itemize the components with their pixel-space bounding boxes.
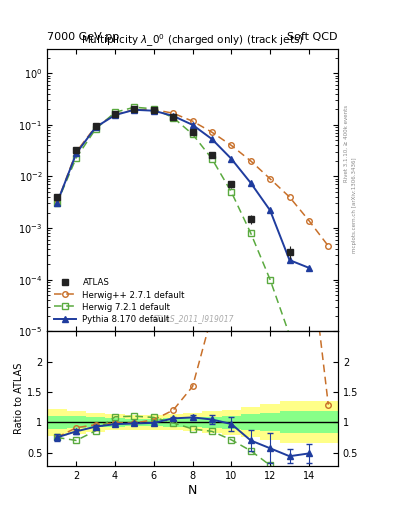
Line: Herwig++ 2.7.1 default: Herwig++ 2.7.1 default	[57, 110, 328, 246]
Herwig++ 2.7.1 default	[326, 243, 331, 249]
Herwig++ 2.7.1 default	[268, 176, 272, 182]
Text: mcplots.cern.ch [arXiv:1306.3436]: mcplots.cern.ch [arXiv:1306.3436]	[352, 157, 357, 252]
Pythia 8.170 default	[229, 156, 234, 162]
Pythia 8.170 default	[307, 265, 311, 271]
Herwig 7.2.1 default	[171, 115, 176, 121]
Text: ATLAS_2011_I919017: ATLAS_2011_I919017	[151, 314, 234, 323]
Line: Herwig 7.2.1 default: Herwig 7.2.1 default	[57, 107, 290, 335]
Pythia 8.170 default	[190, 122, 195, 128]
Pythia 8.170 default	[74, 151, 79, 157]
Herwig++ 2.7.1 default	[93, 123, 98, 130]
Pythia 8.170 default	[55, 200, 59, 206]
Pythia 8.170 default	[132, 106, 137, 113]
Herwig 7.2.1 default	[229, 189, 234, 195]
Herwig++ 2.7.1 default	[171, 110, 176, 116]
Herwig 7.2.1 default	[113, 109, 118, 115]
Herwig++ 2.7.1 default	[132, 106, 137, 113]
Title: Multiplicity $\lambda\_0^0$ (charged only) (track jets): Multiplicity $\lambda\_0^0$ (charged onl…	[81, 32, 304, 49]
Herwig 7.2.1 default	[268, 276, 272, 283]
Pythia 8.170 default	[248, 180, 253, 186]
Herwig 7.2.1 default	[93, 126, 98, 132]
Pythia 8.170 default	[113, 112, 118, 118]
Herwig++ 2.7.1 default	[209, 129, 214, 135]
Herwig++ 2.7.1 default	[74, 149, 79, 155]
Herwig 7.2.1 default	[248, 230, 253, 236]
Pythia 8.170 default	[287, 257, 292, 263]
Herwig 7.2.1 default	[209, 156, 214, 162]
Herwig++ 2.7.1 default	[151, 106, 156, 113]
Herwig 7.2.1 default	[74, 155, 79, 161]
Pythia 8.170 default	[171, 113, 176, 119]
Herwig 7.2.1 default	[151, 105, 156, 112]
Herwig 7.2.1 default	[190, 131, 195, 137]
Herwig++ 2.7.1 default	[287, 194, 292, 200]
Text: 7000 GeV pp: 7000 GeV pp	[47, 32, 119, 42]
Pythia 8.170 default	[151, 108, 156, 114]
Text: Rivet 3.1.10, ≥ 400k events: Rivet 3.1.10, ≥ 400k events	[344, 105, 349, 182]
Herwig 7.2.1 default	[287, 332, 292, 338]
Legend: ATLAS, Herwig++ 2.7.1 default, Herwig 7.2.1 default, Pythia 8.170 default: ATLAS, Herwig++ 2.7.1 default, Herwig 7.…	[51, 275, 187, 327]
Herwig++ 2.7.1 default	[55, 200, 59, 206]
Pythia 8.170 default	[268, 207, 272, 214]
Herwig 7.2.1 default	[55, 200, 59, 206]
Herwig++ 2.7.1 default	[113, 112, 118, 118]
Pythia 8.170 default	[93, 124, 98, 131]
Y-axis label: Ratio to ATLAS: Ratio to ATLAS	[14, 363, 24, 434]
Herwig++ 2.7.1 default	[190, 118, 195, 124]
Herwig++ 2.7.1 default	[248, 158, 253, 164]
Line: Pythia 8.170 default: Pythia 8.170 default	[54, 107, 312, 270]
Herwig++ 2.7.1 default	[229, 142, 234, 148]
Herwig++ 2.7.1 default	[307, 218, 311, 224]
Pythia 8.170 default	[209, 136, 214, 142]
X-axis label: N: N	[188, 483, 197, 497]
Herwig 7.2.1 default	[132, 104, 137, 110]
Text: Soft QCD: Soft QCD	[288, 32, 338, 42]
